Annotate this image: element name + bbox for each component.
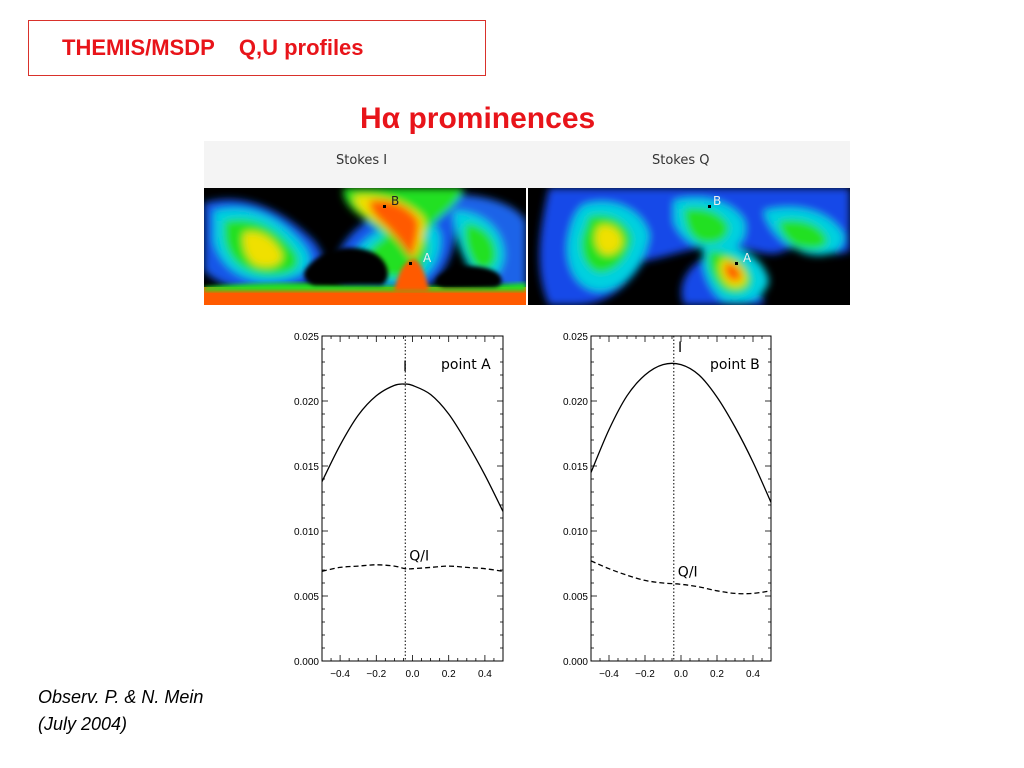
point-a-marker-i	[409, 262, 412, 265]
point-b-marker-q	[708, 205, 711, 208]
caption-line-1: Observ. P. & N. Mein	[38, 687, 204, 707]
x-tick-label: 0.0	[406, 669, 420, 680]
caption: Observ. P. & N. Mein (July 2004)	[38, 684, 203, 738]
point-b-label-q: B	[713, 194, 721, 208]
series-label-q-over-i: Q/I	[678, 564, 698, 580]
stokes-i-image	[204, 188, 526, 305]
title-instrument: THEMIS/MSDP	[62, 35, 215, 60]
point-a-label-i: A	[423, 251, 432, 265]
point-a-marker-q	[735, 262, 738, 265]
y-tick-label: 0.025	[294, 332, 319, 343]
stokes-maps: Stokes I Stokes Q B A	[204, 141, 850, 305]
y-tick-label: 0.005	[294, 592, 319, 603]
subtitle-alpha: α	[381, 102, 401, 135]
point-a-label-q: A	[743, 251, 752, 265]
profile-chart-point-a: −0.4 −0.2 0.0 0.2 0.4 0.000 0.005 0.010 0.015 0.0…	[294, 332, 504, 680]
series-label-i: I	[403, 359, 407, 375]
x-tick-label: −0.2	[635, 669, 655, 680]
subtitle-prefix: H	[360, 102, 382, 135]
map-label-stokes-i: Stokes I	[336, 153, 387, 168]
subtitle-rest: prominences	[400, 102, 596, 135]
y-tick-label: 0.015	[563, 462, 588, 473]
chart-title: point B	[710, 357, 760, 373]
series-q-over-i-line	[590, 560, 772, 595]
x-tick-label: 0.2	[710, 669, 724, 680]
x-tick-label: 0.4	[478, 669, 492, 680]
y-tick-label: 0.010	[563, 527, 588, 538]
series-i-line	[321, 383, 504, 512]
point-b-label-i: B	[391, 194, 399, 208]
y-tick-label: 0.025	[563, 332, 588, 343]
series-i-line	[590, 362, 772, 503]
stokes-q-image	[528, 188, 850, 305]
point-b-marker-i	[383, 205, 386, 208]
plot-frame	[590, 335, 772, 662]
map-header-band	[204, 141, 850, 188]
y-tick-label: 0.000	[563, 657, 588, 668]
x-tick-label: −0.2	[366, 669, 386, 680]
y-tick-label: 0.015	[294, 462, 319, 473]
chart-title: point A	[441, 357, 491, 373]
y-tick-label: 0.020	[294, 397, 319, 408]
map-label-stokes-q: Stokes Q	[652, 153, 710, 168]
y-tick-label: 0.010	[294, 527, 319, 538]
y-tick-label: 0.005	[563, 592, 588, 603]
y-tick-label: 0.000	[294, 657, 319, 668]
profile-chart-point-b: −0.4 −0.2 0.0 0.2 0.4 0.000 0.005 0.010 0.015 0.0…	[563, 332, 772, 680]
x-tick-label: 0.2	[442, 669, 456, 680]
slide-title: THEMIS/MSDP Q,U profiles	[62, 35, 364, 61]
slide-subtitle: Hα prominences	[360, 102, 595, 136]
series-label-i: I	[678, 340, 682, 356]
x-tick-label: 0.0	[674, 669, 688, 680]
series-q-over-i-line	[321, 564, 504, 572]
x-tick-label: −0.4	[599, 669, 619, 680]
title-box	[28, 20, 486, 76]
x-tick-label: −0.4	[330, 669, 350, 680]
x-tick-label: 0.4	[746, 669, 760, 680]
caption-line-2: (July 2004)	[38, 714, 128, 734]
title-topic: Q,U profiles	[238, 35, 364, 60]
series-label-q-over-i: Q/I	[409, 549, 429, 565]
y-tick-label: 0.020	[563, 397, 588, 408]
